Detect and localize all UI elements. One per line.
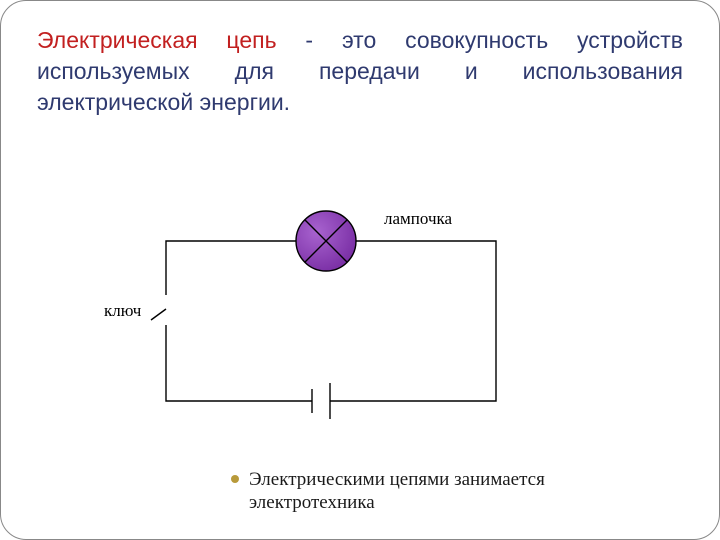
definition-text: Электрическая цепь - это совокупность ус… (37, 25, 683, 118)
wire-segment (330, 241, 496, 401)
definition-term: Электрическая цепь (37, 27, 277, 53)
wire-segment (166, 241, 296, 295)
footnote-text: Электрическими цепями занимается электро… (249, 469, 545, 514)
circuit-diagram: ключ лампочка (116, 201, 576, 441)
lamp-label: лампочка (384, 209, 452, 229)
circuit-svg (116, 201, 576, 441)
wire-segment (166, 325, 312, 401)
slide-frame: Электрическая цепь - это совокупность ус… (0, 0, 720, 540)
footnote-bullet: Электрическими цепями занимается электро… (231, 468, 671, 516)
switch-label: ключ (104, 301, 141, 321)
lamp-symbol (296, 211, 356, 271)
wire-segment (151, 309, 166, 320)
definition-separator: - (277, 27, 342, 53)
